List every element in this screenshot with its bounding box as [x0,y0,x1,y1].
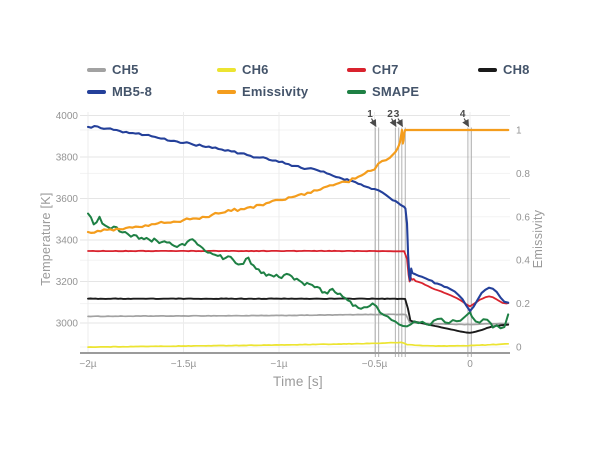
annotation-label-4: 4 [460,109,466,120]
legend-label: CH6 [242,62,269,77]
legend-item-ch7: CH7 [347,63,399,77]
annotation-label-2: 2 [387,109,393,120]
series-line-mb5-8 [86,125,510,313]
legend-swatch [87,89,106,95]
x-tick-label: −2µ [79,359,96,370]
legend-item-emissivity: Emissivity [217,85,308,99]
x-tick-label: −1µ [270,359,287,370]
legend-swatch [217,67,236,73]
annotation-label-3: 3 [394,109,400,120]
legend-label: CH8 [503,62,530,77]
series-line-ch7 [87,249,510,308]
legend-item-mb5-8: MB5-8 [87,85,152,99]
event-markers [374,127,472,357]
legend-swatch [347,67,366,73]
legend-swatch [217,89,236,95]
y-left-tick-label: 3400 [56,236,79,247]
gridlines [80,112,510,353]
legend-label: CH5 [112,62,139,77]
series-line-emissivity [86,128,510,234]
y-axis-title-right: Emissivity [531,209,545,269]
legend-swatch [478,67,497,73]
series-line-ch5 [87,313,510,326]
data-series [86,125,510,348]
y-left-tick-label: 3800 [56,153,79,164]
y-right-tick-label: 0.4 [516,256,530,267]
x-tick-label: −1.5µ [171,359,197,370]
annotation-arrow-1 [369,118,377,128]
x-axis-title: Time [s] [273,374,323,389]
y-right-tick-label: 0 [516,343,522,354]
series-line-ch6 [87,341,510,348]
legend-item-ch5: CH5 [87,63,139,77]
y-left-tick-label: 3000 [56,319,79,330]
legend-item-ch6: CH6 [217,63,269,77]
legend-label: Emissivity [242,84,309,99]
y-right-tick-label: 0.6 [516,212,530,223]
y-right-tick-label: 0.8 [516,169,530,180]
legend-swatch [347,89,366,95]
legend-label: CH7 [372,62,399,77]
annotation-arrow-3 [396,118,404,128]
legend-label: SMAPE [372,84,420,99]
y-left-tick-label: 4000 [56,111,79,122]
legend-swatch [87,67,106,73]
x-tick-label: −0.5µ [362,359,388,370]
legend-item-ch8: CH8 [478,63,530,77]
annotation-label-1: 1 [367,109,373,120]
annotation-arrow-4 [462,118,470,128]
axes: 4000 3800 3600 3400 3200 3000 1 0.8 0.6 0.4 0.2 0 −2… [56,111,531,370]
legend-label: MB5-8 [112,84,153,99]
y-left-tick-label: 3200 [56,277,79,288]
legend-item-smape: SMAPE [347,85,419,99]
y-right-tick-label: 0.2 [516,299,530,310]
y-axis-title-left: Temperature [K] [39,192,53,286]
series-line-smape [87,212,510,330]
y-right-tick-label: 1 [516,126,522,137]
x-tick-label: 0 [467,359,473,370]
annotation-arrow-2 [389,118,397,128]
y-left-tick-label: 3600 [56,194,79,205]
